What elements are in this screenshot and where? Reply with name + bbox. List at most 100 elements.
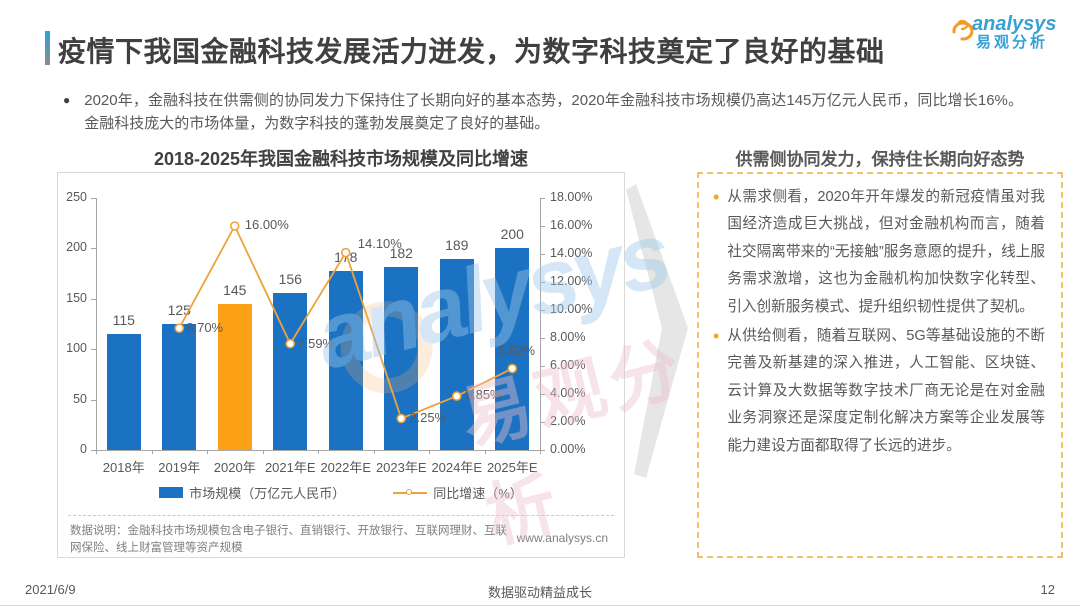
x-category-label: 2018年 [102, 460, 145, 475]
summary-text: 2020年，金融科技在供需侧的协同发力下保持住了长期向好的基本态势，2020年金… [84, 92, 1023, 132]
bar [162, 324, 197, 450]
x-tick-mark [318, 450, 319, 454]
line-value-label: 5.82% [498, 342, 536, 358]
y-tick-mark [91, 349, 96, 351]
bar [106, 334, 141, 450]
line-series-swatch [393, 488, 428, 495]
y2-tick-label: 12.00% [550, 274, 593, 288]
y2-tick-mark [540, 394, 545, 395]
line-value-label: 8.70% [186, 320, 224, 336]
y2-tick-label: 16.00% [550, 218, 593, 232]
y-tick-mark [91, 450, 96, 451]
logo-brand-text: analysys [972, 13, 1057, 35]
legend-bar-label: 市场规模（万亿元人民币） [189, 486, 346, 501]
y-tick-mark [91, 248, 96, 250]
y2-tick-label: 6.00% [550, 358, 586, 372]
page-number: 12 [1040, 582, 1055, 597]
page-title: 疫情下我国金融科技发展活力迸发，为数字科技奠定了良好的基础 [58, 36, 885, 67]
x-tick-mark [96, 450, 97, 454]
summary-bullet-dot: ● [63, 93, 71, 107]
summary-paragraph: ● 2020年，金融科技在供需侧的协同发力下保持住了长期向好的基本态势，2020… [63, 89, 1023, 135]
x-tick-mark [540, 450, 541, 454]
panel-bullet-supply-text: 从供给侧看，随着互联网、5G等基础设施的不断完善及新基建的深入推进，人工智能、区… [727, 328, 1045, 454]
logo-brand-cn-text: 易观分析 [976, 34, 1049, 51]
panel-bullet-supply: • 从供给侧看，随着互联网、5G等基础设施的不断完善及新基建的深入推进，人工智能… [713, 323, 1045, 460]
x-category-label: 2025年E [486, 460, 538, 475]
y-tick-mark [91, 399, 96, 401]
y2-tick-mark [540, 422, 545, 423]
bar-value-label: 145 [223, 281, 247, 298]
panel-bullet-demand-text: 从需求侧看，2020年开年爆发的新冠疫情虽对我国经济造成巨大挑战，但对金融机构而… [727, 189, 1045, 315]
x-category-label: 2021年E [264, 460, 316, 475]
y-tick-label: 200 [66, 240, 87, 255]
line-value-label: 16.00% [244, 217, 289, 232]
bar-value-label: 115 [112, 312, 135, 329]
y2-tick-label: 2.00% [550, 414, 586, 428]
slide-bottom-border [0, 605, 1080, 606]
y2-tick-mark [540, 450, 545, 451]
y-tick-label: 0 [80, 442, 87, 456]
x-tick-mark [373, 450, 375, 454]
title-accent-bar [45, 31, 50, 65]
y2-tick-mark [540, 282, 545, 283]
legend-item-line: 同比增速（%） [393, 483, 523, 502]
logo-swirl-icon [946, 12, 976, 47]
y-axis-right [540, 198, 541, 450]
y-tick-mark [91, 198, 96, 199]
panel-bullet-demand: • 从需求侧看，2020年开年爆发的新冠疫情虽对我国经济造成巨大挑战，但对金融机… [713, 184, 1045, 321]
x-tick-mark [484, 450, 486, 454]
x-tick-mark [429, 450, 430, 454]
chart-footnote: 数据说明：金融科技市场规模包含电子银行、直销银行、开放银行、互联网理财、互联网保… [70, 525, 507, 554]
y2-tick-mark [540, 198, 545, 199]
line-value-label: 2.25% [409, 409, 447, 425]
bar-series-swatch [159, 487, 184, 498]
y2-tick-label: 14.00% [550, 246, 593, 260]
line-value-label: 14.10% [357, 235, 402, 251]
chart-title: 2018-2025年我国金融科技市场规模及同比增速 [153, 149, 529, 169]
x-category-label: 2019年 [158, 460, 201, 475]
legend-item-bar: 市场规模（万亿元人民币） [159, 483, 345, 502]
y2-tick-label: 18.00% [550, 190, 593, 204]
footer-slogan: 数据驱动精益成长 [487, 585, 592, 600]
bar-value-label: 125 [167, 302, 191, 318]
y-tick-label: 50 [73, 391, 87, 406]
bar [273, 292, 308, 450]
brand-logo: analysys 易观分析 [950, 14, 1068, 51]
y2-tick-label: 8.00% [550, 330, 586, 344]
bullet-dot: • [713, 187, 720, 207]
footer-date: 2021/6/9 [25, 582, 76, 597]
x-category-label: 2024年E [431, 460, 483, 475]
y2-tick-label: 0.00% [550, 442, 586, 456]
source-url: www.analysys.cn [516, 531, 608, 545]
y2-tick-mark [540, 310, 545, 311]
bar [328, 270, 363, 450]
x-tick-mark [207, 450, 208, 454]
y-tick-mark [91, 298, 96, 300]
chart-legend: 市场规模（万亿元人民币） 同比增速（%） [58, 483, 624, 502]
market-size-chart: 市场规模（万亿元人民币） 同比增速（%） 数据说明：金融科技市场规模包含电子银行… [57, 172, 625, 558]
line-value-label: 7.59% [297, 335, 335, 351]
x-category-label: 2020年 [213, 460, 256, 475]
transition-arrow-icon [618, 178, 702, 489]
y-tick-label: 150 [66, 290, 87, 305]
y2-tick-mark [540, 366, 545, 367]
line-value-label: 3.85% [464, 387, 502, 403]
x-tick-mark [262, 450, 264, 454]
bullet-dot: • [713, 326, 720, 347]
panel-title: 供需侧协同发力，保持住长期向好态势 [735, 150, 1025, 169]
line-marker [229, 221, 240, 231]
legend-line-label: 同比增速（%） [433, 486, 523, 501]
y2-tick-mark [540, 338, 545, 339]
footnote-divider [68, 515, 614, 516]
y2-tick-label: 10.00% [550, 302, 593, 316]
bar-value-label: 189 [445, 237, 469, 254]
bar-value-label: 156 [278, 270, 302, 287]
y-tick-label: 100 [66, 341, 87, 356]
y-axis-left [96, 198, 97, 450]
y2-tick-mark [540, 254, 545, 255]
y2-tick-label: 4.00% [550, 386, 586, 400]
x-tick-mark [151, 450, 153, 454]
y2-tick-mark [540, 226, 545, 227]
bar-value-label: 178 [334, 248, 358, 265]
